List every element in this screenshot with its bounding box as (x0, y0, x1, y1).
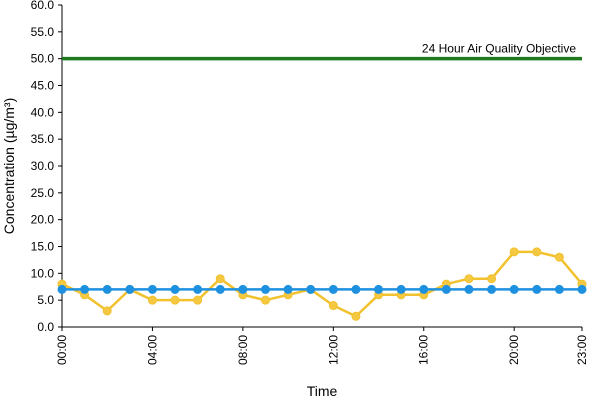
x-tick-label: 04:00 (145, 335, 159, 365)
x-tick-label: 00:00 (55, 335, 69, 365)
x-tick-label: 12:00 (326, 335, 340, 365)
data-point (396, 284, 406, 294)
data-point (193, 284, 203, 294)
y-tick-label: 50.0 (31, 52, 55, 66)
y-tick-label: 0.0 (37, 320, 54, 334)
data-point (509, 284, 519, 294)
y-tick-label: 20.0 (31, 213, 55, 227)
data-point (125, 284, 135, 294)
data-point (260, 284, 270, 294)
data-point (306, 284, 316, 294)
x-axis-title: Time (307, 383, 338, 399)
y-tick-label: 30.0 (31, 159, 55, 173)
data-point (260, 295, 270, 305)
data-point (170, 284, 180, 294)
x-tick-label: 23:00 (575, 335, 589, 365)
data-point (193, 295, 203, 305)
data-point (487, 284, 497, 294)
data-point (554, 252, 564, 262)
data-point (351, 311, 361, 321)
data-point (328, 284, 338, 294)
y-tick-label: 5.0 (37, 293, 54, 307)
labels-group: 0.0 5.0 10.0 15.0 20.0 25.0 30.0 35.0 40.0 45.0 50… (1, 0, 589, 399)
data-point (577, 284, 587, 294)
data-point (509, 247, 519, 257)
data-point (328, 301, 338, 311)
y-tick-label: 25.0 (31, 186, 55, 200)
data-point (464, 284, 474, 294)
data-point (464, 274, 474, 284)
data-point (170, 295, 180, 305)
data-point (351, 284, 361, 294)
series-1 (57, 284, 587, 294)
data-point (419, 284, 429, 294)
data-point (80, 284, 90, 294)
data-point (147, 295, 157, 305)
y-tick-label: 15.0 (31, 240, 55, 254)
y-axis-title: Concentration (µg/m³) (1, 98, 17, 234)
data-point (238, 284, 248, 294)
x-tick-label: 20:00 (507, 335, 521, 365)
y-tick-label: 60.0 (31, 0, 55, 12)
x-tick-label: 16:00 (417, 335, 431, 365)
y-tick-label: 35.0 (31, 132, 55, 146)
data-point (374, 284, 384, 294)
y-tick-label: 40.0 (31, 105, 55, 119)
series-group (57, 247, 587, 321)
data-point (57, 284, 67, 294)
data-point (102, 306, 112, 316)
series-line (61, 250, 583, 318)
data-point (283, 284, 293, 294)
data-point (147, 284, 157, 294)
y-tick-label: 10.0 (31, 266, 55, 280)
data-point (532, 284, 542, 294)
data-point (554, 284, 564, 294)
y-tick-label: 45.0 (31, 79, 55, 93)
data-point (215, 284, 225, 294)
x-tick-label: 08:00 (236, 335, 250, 365)
air-quality-objective-label: 24 Hour Air Quality Objective (422, 42, 576, 56)
data-point (215, 274, 225, 284)
data-point (441, 284, 451, 294)
data-point (532, 247, 542, 257)
y-tick-label: 55.0 (31, 25, 55, 39)
series-0 (57, 247, 587, 321)
data-point (102, 284, 112, 294)
data-point (487, 274, 497, 284)
